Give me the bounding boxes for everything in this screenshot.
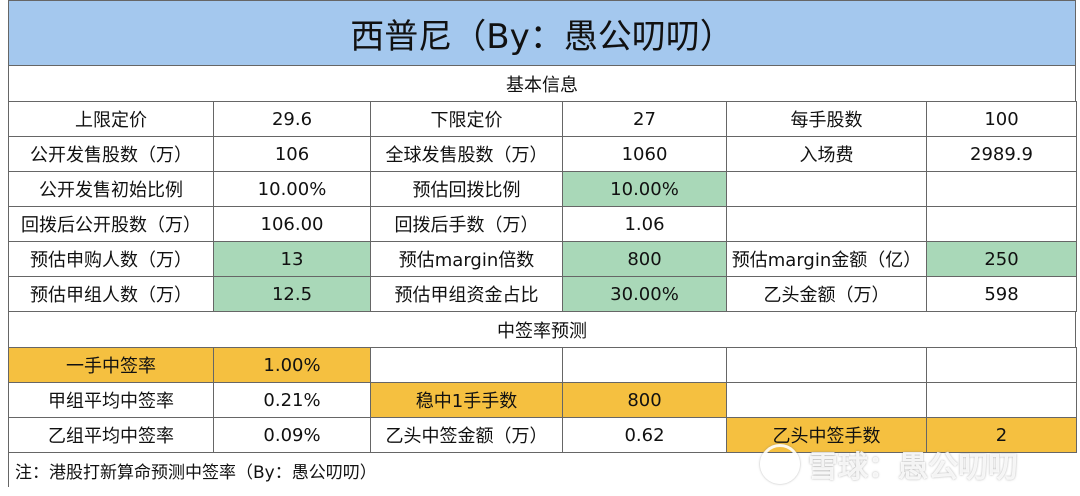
table-cell[interactable]: 598: [926, 276, 1077, 312]
table-cell[interactable]: 上限定价: [8, 101, 214, 137]
table-cell[interactable]: [726, 206, 927, 242]
table-cell[interactable]: [926, 382, 1077, 418]
table-cell[interactable]: 1060: [562, 136, 727, 172]
table-cell[interactable]: 106: [213, 136, 371, 172]
table-cell[interactable]: 预估甲组人数（万）: [8, 276, 214, 312]
table-row: 甲组平均中签率 0.21% 稳中1手手数 800: [8, 382, 1077, 418]
table-row: 预估申购人数（万） 13 预估margin倍数 800 预估margin金额（亿） 250: [8, 241, 1077, 277]
table-cell[interactable]: 106.00: [213, 206, 371, 242]
table-cell[interactable]: [926, 206, 1077, 242]
table-cell[interactable]: 预估甲组资金占比: [370, 276, 563, 312]
table-cell[interactable]: 27: [562, 101, 727, 137]
table-row: 预估甲组人数（万） 12.5 预估甲组资金占比 30.00% 乙头金额（万） 598: [8, 276, 1077, 312]
table-cell[interactable]: 预估margin倍数: [370, 241, 563, 277]
table-cell[interactable]: 稳中1手手数: [370, 382, 563, 418]
table-cell[interactable]: 甲组平均中签率: [8, 382, 214, 418]
table-cell[interactable]: 10.00%: [213, 171, 371, 207]
table-row: 一手中签率 1.00%: [8, 347, 1077, 383]
table-cell[interactable]: 下限定价: [370, 101, 563, 137]
footnote: 注：港股打新算命预测中签率（By：愚公叨叨）: [8, 453, 1076, 487]
table-cell[interactable]: 回拨后公开股数（万）: [8, 206, 214, 242]
spreadsheet: 西普尼（By：愚公叨叨） 基本信息 上限定价 29.6 下限定价 27 每手股数 100 公…: [8, 0, 1077, 487]
table-cell[interactable]: 预估回拨比例: [370, 171, 563, 207]
sheet-title: 西普尼（By：愚公叨叨）: [8, 0, 1076, 65]
table-cell[interactable]: [926, 347, 1077, 383]
table-cell[interactable]: 100: [926, 101, 1077, 137]
table-cell[interactable]: 预估申购人数（万）: [8, 241, 214, 277]
watermark-text: 雪球：愚公叨叨: [808, 450, 1018, 485]
table-cell[interactable]: 30.00%: [562, 276, 727, 312]
table-cell[interactable]: 乙头中签手数: [726, 417, 927, 453]
table-cell[interactable]: [726, 382, 927, 418]
table-cell[interactable]: 乙组平均中签率: [8, 417, 214, 453]
table-cell[interactable]: 乙头中签金额（万）: [370, 417, 563, 453]
table-cell[interactable]: 回拨后手数（万）: [370, 206, 563, 242]
table-cell[interactable]: 29.6: [213, 101, 371, 137]
table-row: 回拨后公开股数（万） 106.00 回拨后手数（万） 1.06: [8, 206, 1077, 242]
prediction-table: 一手中签率 1.00% 甲组平均中签率 0.21% 稳中1手手数 800 乙组平均中签率 0.…: [8, 347, 1077, 453]
table-cell[interactable]: 入场费: [726, 136, 927, 172]
table-cell[interactable]: 0.62: [562, 417, 727, 453]
table-cell[interactable]: 0.09%: [213, 417, 371, 453]
table-cell[interactable]: 800: [562, 241, 727, 277]
section-header-prediction: 中签率预测: [8, 312, 1076, 347]
table-cell[interactable]: [370, 347, 563, 383]
table-cell[interactable]: 一手中签率: [8, 347, 214, 383]
watermark: 雪球：愚公叨叨: [760, 441, 1080, 487]
table-cell[interactable]: 1.00%: [213, 347, 371, 383]
basic-info-table: 上限定价 29.6 下限定价 27 每手股数 100 公开发售股数（万） 106 全球发售股数（…: [8, 101, 1077, 312]
table-cell[interactable]: [726, 347, 927, 383]
table-cell[interactable]: 0.21%: [213, 382, 371, 418]
table-cell[interactable]: 10.00%: [562, 171, 727, 207]
table-cell[interactable]: 2989.9: [926, 136, 1077, 172]
table-cell[interactable]: 2: [926, 417, 1077, 453]
table-cell[interactable]: 250: [926, 241, 1077, 277]
table-cell[interactable]: 每手股数: [726, 101, 927, 137]
table-cell[interactable]: 13: [213, 241, 371, 277]
table-row: 乙组平均中签率 0.09% 乙头中签金额（万） 0.62 乙头中签手数 2: [8, 417, 1077, 453]
table-cell[interactable]: 1.06: [562, 206, 727, 242]
table-cell[interactable]: 乙头金额（万）: [726, 276, 927, 312]
section-header-basic: 基本信息: [8, 65, 1076, 101]
table-cell[interactable]: 公开发售初始比例: [8, 171, 214, 207]
table-row: 公开发售股数（万） 106 全球发售股数（万） 1060 入场费 2989.9: [8, 136, 1077, 172]
table-row: 上限定价 29.6 下限定价 27 每手股数 100: [8, 101, 1077, 137]
table-row: 公开发售初始比例 10.00% 预估回拨比例 10.00%: [8, 171, 1077, 207]
table-cell[interactable]: 全球发售股数（万）: [370, 136, 563, 172]
table-cell[interactable]: 公开发售股数（万）: [8, 136, 214, 172]
snowball-logo-icon: [760, 444, 800, 484]
table-cell[interactable]: 预估margin金额（亿）: [726, 241, 927, 277]
table-cell[interactable]: 800: [562, 382, 727, 418]
table-cell[interactable]: [562, 347, 727, 383]
table-cell[interactable]: [726, 171, 927, 207]
table-cell[interactable]: 12.5: [213, 276, 371, 312]
table-cell[interactable]: [926, 171, 1077, 207]
